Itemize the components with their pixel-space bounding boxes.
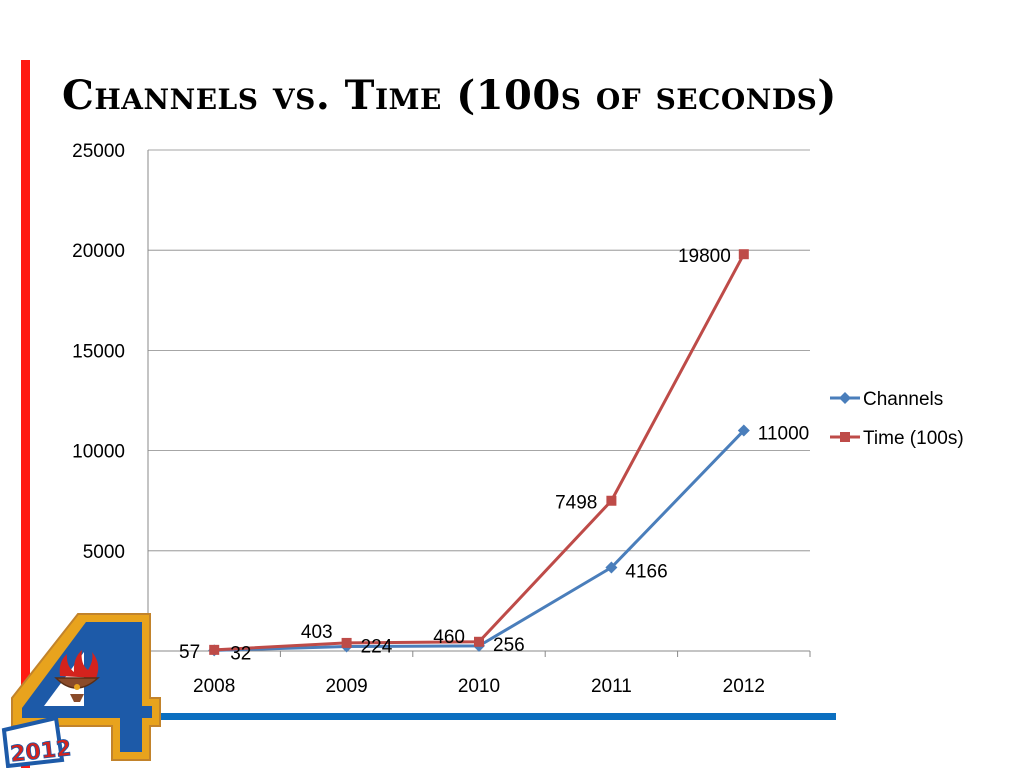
data-label-channels: 32 xyxy=(230,643,251,664)
x-tick-label: 2009 xyxy=(325,676,367,697)
x-tick-label: 2011 xyxy=(591,676,632,697)
data-point-time xyxy=(606,495,617,506)
legend-marker xyxy=(839,392,851,404)
legend-label: Channels xyxy=(863,389,943,410)
data-label-time: 19800 xyxy=(678,246,731,267)
y-tick-label: 25000 xyxy=(72,141,125,162)
data-label-channels: 256 xyxy=(493,635,525,656)
data-point-time xyxy=(474,636,484,647)
x-tick-label: 2008 xyxy=(193,676,235,697)
data-label-time: 460 xyxy=(433,627,465,648)
data-label-time: 7498 xyxy=(555,493,597,514)
data-point-time xyxy=(738,249,749,260)
accent-blue-bar xyxy=(130,713,836,720)
data-label-channels: 224 xyxy=(361,637,393,658)
data-label-channels: 11000 xyxy=(758,424,809,445)
slide-title: Channels vs. Time (100s of seconds) xyxy=(62,72,837,119)
x-tick-label: 2010 xyxy=(458,676,500,697)
y-tick-label: 10000 xyxy=(72,442,125,463)
legend-label: Time (100s) xyxy=(863,428,964,449)
data-point-channels xyxy=(737,424,750,437)
olympiad-2012-logo: 2012 xyxy=(1,613,161,768)
accent-red-bar xyxy=(21,60,30,768)
logo-year-text: 2012 xyxy=(9,736,73,767)
series-line-channels xyxy=(214,429,745,652)
y-tick-label: 5000 xyxy=(83,542,125,563)
y-tick-label: 15000 xyxy=(72,341,125,362)
data-label-channels: 4166 xyxy=(625,562,667,583)
data-point-time xyxy=(209,644,220,655)
data-label-time: 57 xyxy=(179,642,200,663)
series-line-time xyxy=(214,253,746,652)
x-tick-label: 2012 xyxy=(723,676,765,697)
data-point-time xyxy=(341,637,352,648)
data-point-channels xyxy=(605,561,618,574)
data-label-time: 403 xyxy=(301,622,333,643)
legend-marker xyxy=(840,432,850,442)
y-tick-label: 20000 xyxy=(72,241,125,262)
